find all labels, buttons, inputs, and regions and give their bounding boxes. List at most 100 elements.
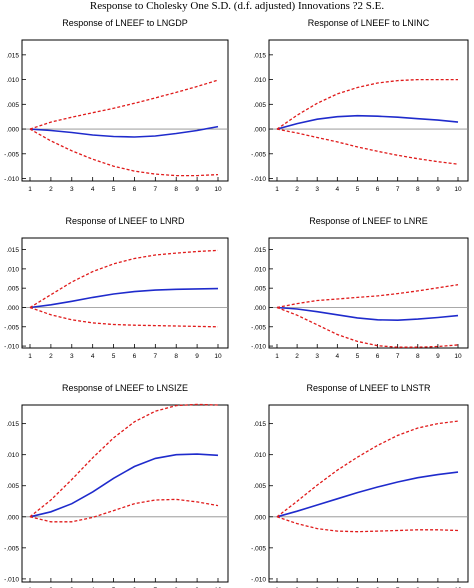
plot-frame	[21, 39, 229, 182]
x-tick-label: 4	[336, 186, 340, 193]
x-tick-label: 8	[416, 186, 420, 193]
x-tick-label: 5	[112, 353, 116, 360]
x-tick-label: 3	[70, 186, 74, 193]
y-tick-label: .015	[253, 52, 266, 59]
lower-band-line	[276, 516, 459, 533]
response-line	[276, 306, 459, 322]
x-tick-label: 6	[133, 186, 137, 193]
plot-frame	[21, 237, 229, 349]
x-tick-label: 1	[28, 186, 32, 193]
y-tick-label: -.010	[4, 176, 19, 183]
x-tick-label: 3	[315, 353, 319, 360]
x-tick-label: 7	[154, 353, 158, 360]
panel-title: Response of LNEEF to LNSIZE	[62, 383, 188, 393]
upper-band-line	[29, 249, 219, 309]
x-tick-label: 9	[436, 353, 440, 360]
y-tick-label: .010	[6, 77, 19, 84]
y-tick-label: .015	[253, 247, 266, 254]
x-tick-label: 10	[214, 353, 222, 360]
y-tick-label: -.005	[251, 151, 266, 158]
irf-panel-1: Response of LNEEF to LNGDP .015 .010 .005 .0…	[4, 18, 229, 193]
irf-panel-3: Response of LNEEF to LNRD .015 .010 .005 .00…	[4, 216, 229, 360]
lower-band-line	[29, 306, 219, 328]
x-tick-label: 2	[49, 186, 53, 193]
x-tick-label: 3	[70, 353, 74, 360]
y-tick-label: .015	[6, 421, 19, 428]
y-tick-label: .015	[6, 247, 19, 254]
y-tick-label: .005	[253, 102, 266, 109]
x-tick-label: 9	[195, 353, 199, 360]
panel-title: Response of LNEEF to LNRE	[309, 216, 428, 226]
x-tick-label: 4	[91, 186, 95, 193]
panel-title: Response of LNEEF to LNSTR	[306, 383, 431, 393]
y-tick-label: .005	[6, 102, 19, 109]
plot-frame	[21, 404, 229, 583]
x-tick-label: 4	[91, 353, 95, 360]
irf-panel-2: Response of LNEEF to LNINC .015 .010 .005 .0…	[251, 18, 469, 193]
x-tick-label: 5	[356, 186, 360, 193]
upper-band-line	[276, 420, 459, 518]
panel-title: Response of LNEEF to LNRD	[65, 216, 185, 226]
x-tick-label: 4	[336, 353, 340, 360]
y-tick-label: .000	[6, 305, 19, 312]
y-tick-label: .005	[6, 286, 19, 293]
x-tick-label: 10	[214, 186, 222, 193]
y-tick-label: -.010	[4, 344, 19, 351]
x-tick-label: 2	[295, 353, 299, 360]
irf-panel-5: Response of LNEEF to LNSIZE .015 .010 .005.…	[4, 383, 229, 588]
y-tick-label: .000	[253, 305, 266, 312]
x-tick-label: 9	[195, 186, 199, 193]
y-tick-label: .000	[253, 514, 266, 521]
y-tick-label: -.005	[4, 324, 19, 331]
y-tick-label: .005	[6, 483, 19, 490]
x-tick-label: 10	[454, 353, 462, 360]
irf-panel-4: Response of LNEEF to LNRE .015 .010 .005 .00…	[251, 216, 469, 360]
upper-band-line	[29, 79, 219, 130]
y-tick-label: .010	[6, 452, 19, 459]
x-tick-label: 1	[275, 353, 279, 360]
y-tick-label: -.005	[4, 151, 19, 158]
y-tick-label: -.005	[251, 545, 266, 552]
panel-title: Response of LNEEF to LNGDP	[62, 18, 188, 28]
x-tick-label: 9	[436, 186, 440, 193]
x-tick-label: 1	[28, 353, 32, 360]
x-tick-label: 8	[416, 353, 420, 360]
response-line	[29, 287, 219, 309]
lower-band-line	[29, 498, 219, 523]
y-tick-label: -.010	[251, 576, 266, 583]
lower-band-line	[29, 128, 219, 177]
x-tick-label: 8	[174, 186, 178, 193]
irf-panel-6: Response of LNEEF to LNSTR .015 .010 .005 .0…	[251, 383, 469, 588]
y-tick-label: .000	[6, 127, 19, 134]
response-line	[276, 114, 459, 130]
response-line	[29, 453, 219, 518]
y-tick-label: .010	[253, 266, 266, 273]
x-tick-label: 1	[275, 186, 279, 193]
plot-frame	[268, 404, 469, 583]
x-tick-label: 6	[376, 353, 380, 360]
x-tick-label: 8	[174, 353, 178, 360]
y-tick-label: .000	[253, 127, 266, 134]
y-tick-label: .005	[253, 483, 266, 490]
x-tick-label: 7	[396, 186, 400, 193]
x-tick-label: 6	[376, 186, 380, 193]
upper-band-line	[276, 284, 459, 309]
x-tick-label: 5	[356, 353, 360, 360]
x-tick-label: 2	[49, 353, 53, 360]
x-tick-label: 5	[112, 186, 116, 193]
y-tick-label: .010	[253, 452, 266, 459]
y-tick-label: -.010	[4, 576, 19, 583]
y-tick-label: .015	[253, 421, 266, 428]
y-tick-label: .015	[6, 52, 19, 59]
y-tick-label: -.005	[4, 545, 19, 552]
y-tick-label: -.010	[251, 344, 266, 351]
y-tick-label: .000	[6, 514, 19, 521]
panel-title: Response of LNEEF to LNINC	[308, 18, 430, 28]
y-tick-label: .005	[253, 286, 266, 293]
response-line	[276, 471, 459, 518]
x-tick-label: 7	[396, 353, 400, 360]
figure-title: Response to Cholesky One S.D. (d.f. adju…	[89, 0, 385, 12]
x-tick-label: 6	[133, 353, 137, 360]
x-tick-label: 2	[295, 186, 299, 193]
y-tick-label: .010	[253, 77, 266, 84]
